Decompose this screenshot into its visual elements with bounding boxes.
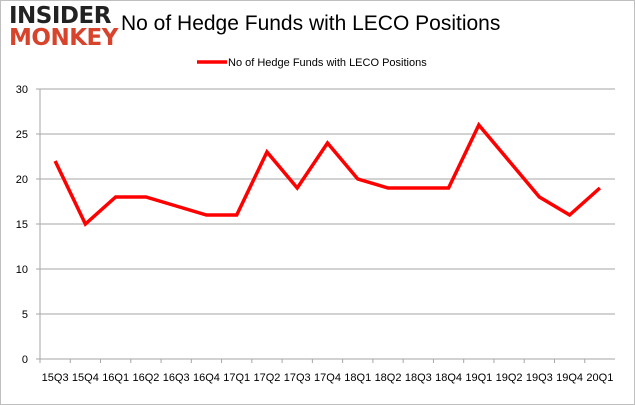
x-tick-label: 15Q3 bbox=[42, 372, 69, 384]
y-tick-label: 30 bbox=[16, 84, 28, 96]
x-tick-label: 19Q2 bbox=[496, 372, 523, 384]
y-tick-label: 20 bbox=[16, 174, 28, 186]
x-tick-label: 16Q3 bbox=[163, 372, 190, 384]
logo-line2: MONKEY bbox=[9, 25, 118, 51]
y-tick-label: 10 bbox=[16, 264, 28, 276]
x-tick-label: 17Q4 bbox=[314, 372, 341, 384]
x-tick-label: 17Q3 bbox=[284, 372, 311, 384]
chart-title: No of Hedge Funds with LECO Positions bbox=[121, 12, 501, 35]
x-tick-label: 17Q2 bbox=[254, 372, 281, 384]
y-tick-label: 5 bbox=[22, 309, 28, 321]
x-tick-label: 19Q1 bbox=[465, 372, 492, 384]
x-tick-label: 20Q1 bbox=[586, 372, 613, 384]
x-tick-label: 19Q4 bbox=[556, 372, 583, 384]
y-tick-label: 25 bbox=[16, 129, 28, 141]
x-tick-label: 16Q1 bbox=[102, 372, 129, 384]
x-tick-label: 18Q2 bbox=[375, 372, 402, 384]
logo-line1: INSIDER bbox=[9, 3, 111, 29]
x-tick-label: 18Q3 bbox=[405, 372, 432, 384]
y-tick-label: 15 bbox=[16, 219, 28, 231]
insider-monkey-logo: INSIDER MONKEY bbox=[9, 3, 118, 51]
x-tick-label: 19Q3 bbox=[526, 372, 553, 384]
x-tick-label: 18Q1 bbox=[344, 372, 371, 384]
x-tick-label: 16Q4 bbox=[193, 372, 220, 384]
x-tick-label: 17Q1 bbox=[223, 372, 250, 384]
legend-label: No of Hedge Funds with LECO Positions bbox=[228, 57, 427, 69]
x-tick-label: 15Q4 bbox=[72, 372, 99, 384]
y-tick-label: 0 bbox=[22, 354, 28, 366]
series-line bbox=[53, 121, 602, 227]
x-tick-label: 18Q4 bbox=[435, 372, 462, 384]
x-tick-label: 16Q2 bbox=[132, 372, 159, 384]
